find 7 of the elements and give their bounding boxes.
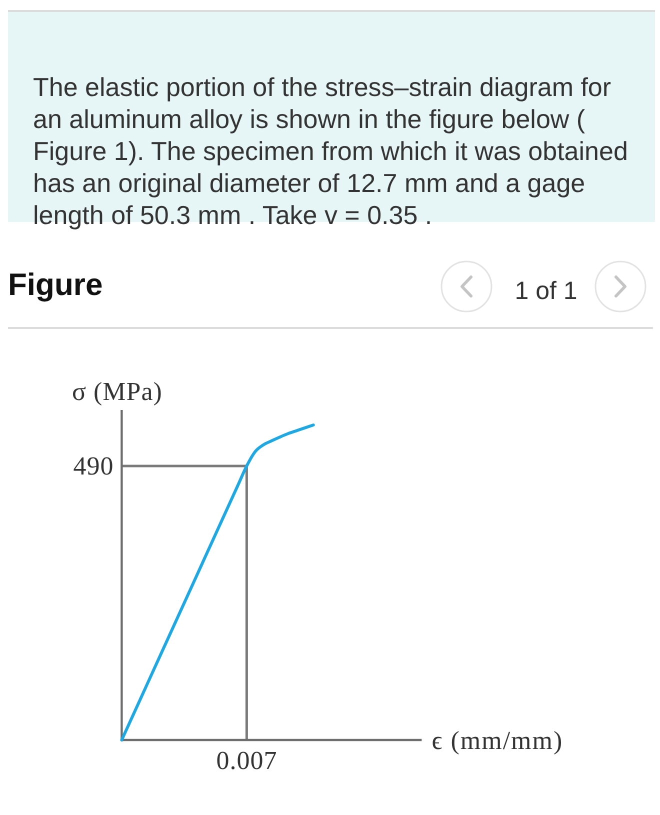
text: The elastic portion of the stress–strain diagram for an aluminum alloy is shown in the figure below ( Figure 1). The specimen from which it was obtained has an original diameter of 12.7 mm and a gage length of 50.3 mm . Take v = 0.35 . xyxy=(33,71,629,231)
x-axis-title: ϵ (mm/mm) xyxy=(432,726,564,755)
y-axis-title: σ (MPa) xyxy=(72,377,162,406)
chart-title: Figure xyxy=(8,267,103,302)
text: 490 xyxy=(73,451,114,480)
text: 1 of 1 xyxy=(514,277,578,305)
text: 0.007 xyxy=(216,746,278,775)
